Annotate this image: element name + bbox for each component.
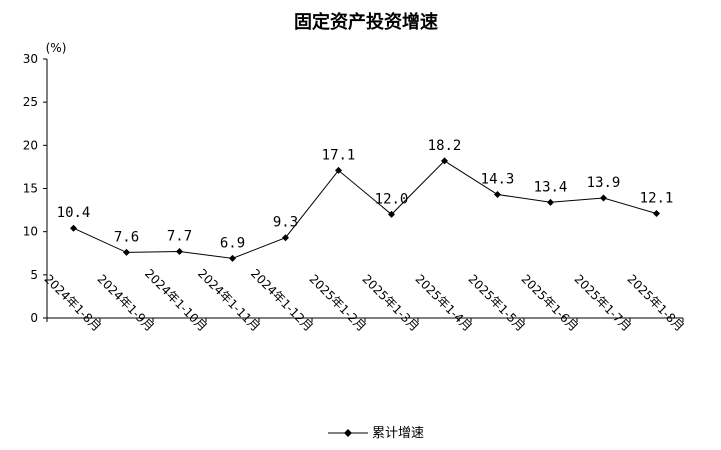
series-markers [70,157,660,262]
y-tick-label: 30 [23,52,38,66]
data-label: 7.7 [167,229,192,245]
data-point-marker [653,210,660,218]
data-label: 9.3 [273,215,298,231]
data-label: 17.1 [322,147,356,163]
data-point-marker [70,224,77,232]
series-line [73,160,657,259]
data-point-marker [123,248,130,256]
data-point-marker [600,194,607,202]
y-tick-label: 10 [23,225,38,239]
legend-label: 累计增速 [372,426,424,441]
y-tick-label: 5 [30,268,38,282]
data-point-marker [229,254,236,262]
data-point-marker [494,191,501,199]
series-line-path [73,160,657,259]
x-tick-label: 2025年1-8月 [624,272,686,334]
data-point-marker [282,234,289,242]
data-label: 12.0 [375,191,409,207]
data-point-marker [335,166,342,174]
data-point-marker [176,248,183,256]
data-label: 10.4 [57,205,91,221]
data-label: 18.2 [428,138,462,154]
data-point-marker [547,198,554,206]
y-axis-unit: (%) [46,41,67,55]
x-axis-ticks: 2024年1-8月2024年1-9月2024年1-10月2024年1-11月20… [41,266,686,334]
data-point-marker [388,210,395,218]
y-axis-ticks: 0 5 10 15 20 25 30 [23,52,47,325]
legend-diamond-marker [344,429,352,437]
y-tick-label: 25 [23,95,38,109]
data-labels: 10.4 7.6 7.7 6.9 9.3 17.1 12.0 18.2 14.3 13.4 13.9… [57,138,674,252]
y-tick-label: 0 [30,311,38,325]
data-label: 14.3 [481,172,515,188]
y-tick-label: 20 [23,138,38,152]
data-label: 12.1 [640,191,674,207]
data-label: 6.9 [220,235,245,251]
data-point-marker [441,157,448,165]
data-label: 7.6 [114,229,139,245]
data-label: 13.9 [587,175,621,191]
legend: 累计增速 [328,426,424,441]
y-tick-label: 15 [23,182,38,196]
data-label: 13.4 [534,179,568,195]
chart-title: 固定资产投资增速 [294,11,438,33]
